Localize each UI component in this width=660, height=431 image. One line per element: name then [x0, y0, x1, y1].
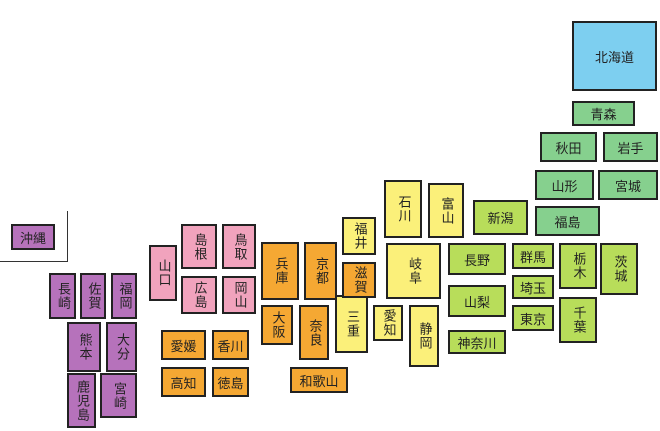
prefecture-tile: 青森: [572, 101, 635, 126]
prefecture-tile: 静岡: [409, 305, 439, 367]
prefecture-label: 徳島: [217, 376, 244, 392]
prefecture-tile: 鳥取: [222, 224, 256, 269]
prefecture-label: 秋田: [555, 141, 582, 157]
prefecture-label: 東京: [519, 312, 546, 328]
prefecture-label: 沖縄: [19, 231, 46, 247]
prefecture-tile: 和歌山: [290, 367, 348, 393]
prefecture-tile: 奈良: [299, 305, 329, 360]
prefecture-label: 奈良: [306, 318, 322, 347]
prefecture-label: 岩手: [617, 141, 644, 157]
prefecture-label: 静岡: [416, 322, 432, 350]
prefecture-tile: 岩手: [603, 132, 658, 162]
prefecture-tile: 秋田: [540, 132, 597, 162]
prefecture-tile: 山梨: [448, 285, 506, 317]
prefecture-tile: 神奈川: [448, 330, 506, 354]
prefecture-label: 福岡: [116, 282, 132, 310]
prefecture-label: 新潟: [487, 212, 514, 227]
prefecture-tile: 沖縄: [11, 224, 55, 250]
prefecture-label: 山口: [155, 259, 171, 287]
prefecture-tile: 兵庫: [261, 242, 299, 300]
prefecture-label: 群馬: [519, 250, 546, 266]
prefecture-tile: 愛媛: [161, 330, 206, 360]
prefecture-label: 神奈川: [457, 336, 497, 352]
prefecture-tile: 福島: [535, 206, 600, 236]
prefecture-tile: 岡山: [222, 276, 256, 314]
prefecture-label: 高知: [170, 376, 197, 392]
prefecture-label: 石川: [395, 195, 411, 223]
prefecture-tile: 香川: [212, 330, 249, 360]
prefecture-tile: 岐阜: [386, 243, 441, 299]
prefecture-label: 千葉: [570, 306, 586, 334]
prefecture-label: 佐賀: [85, 282, 101, 310]
prefecture-label: 福島: [554, 215, 581, 231]
prefecture-label: 長崎: [55, 282, 70, 310]
prefecture-label: 香川: [217, 339, 244, 355]
prefecture-label: 山形: [551, 179, 578, 195]
prefecture-tile: 石川: [384, 180, 422, 238]
prefecture-label: 滋賀: [351, 266, 367, 294]
prefecture-label: 鹿児島: [74, 379, 89, 422]
prefecture-label: 広島: [191, 281, 207, 309]
prefecture-label: 栃木: [570, 252, 586, 280]
prefecture-tile: 山口: [149, 245, 177, 301]
prefecture-tile: 宮城: [598, 170, 658, 200]
prefecture-tile: 新潟: [473, 200, 528, 235]
prefecture-tile: 京都: [304, 242, 337, 300]
prefecture-label: 埼玉: [519, 281, 546, 297]
prefecture-tile: 東京: [512, 305, 554, 331]
prefecture-tile: 長野: [448, 243, 506, 275]
prefecture-label: 岡山: [231, 281, 247, 309]
prefecture-label: 三重: [344, 310, 359, 338]
prefecture-label: 長野: [463, 253, 490, 269]
prefecture-label: 京都: [313, 257, 328, 285]
prefecture-tile: 長崎: [49, 273, 76, 319]
prefecture-label: 岐阜: [406, 257, 421, 285]
prefecture-tile: 栃木: [559, 243, 597, 289]
prefecture-tile: 徳島: [212, 367, 249, 397]
prefecture-label: 兵庫: [272, 257, 288, 285]
prefecture-tile: 千葉: [559, 297, 597, 343]
prefecture-label: 宮城: [614, 179, 641, 195]
prefecture-tile: 大阪: [261, 305, 293, 345]
prefecture-label: 宮崎: [111, 381, 126, 410]
prefecture-label: 山梨: [463, 295, 490, 311]
prefecture-tile: 滋賀: [342, 262, 376, 298]
prefecture-tile: 北海道: [572, 21, 657, 91]
prefecture-label: 大分: [114, 333, 129, 361]
prefecture-tile: 広島: [181, 276, 217, 314]
prefecture-label: 和歌山: [299, 374, 339, 390]
prefecture-tile: 島根: [181, 224, 217, 269]
prefecture-tile: 茨城: [600, 243, 638, 295]
prefecture-label: 茨城: [611, 255, 627, 283]
prefecture-tile: 鹿児島: [67, 373, 96, 428]
prefecture-tile: 群馬: [512, 243, 554, 269]
prefecture-tile: 山形: [535, 170, 594, 200]
prefecture-label: 愛媛: [170, 339, 197, 355]
prefecture-label: 北海道: [594, 50, 634, 66]
prefecture-tile: 宮崎: [100, 373, 137, 418]
prefecture-label: 愛知: [380, 309, 396, 337]
prefecture-label: 富山: [438, 196, 454, 225]
prefecture-label: 大阪: [269, 311, 285, 339]
prefecture-label: 熊本: [76, 333, 92, 361]
prefecture-tile: 富山: [428, 183, 464, 238]
prefecture-tile: 愛知: [373, 305, 403, 341]
prefecture-tile: 高知: [161, 367, 206, 397]
prefecture-tile: 大分: [106, 322, 137, 372]
prefecture-label: 福井: [351, 222, 367, 250]
prefecture-label: 鳥取: [231, 232, 247, 261]
prefecture-tile: 三重: [335, 295, 368, 353]
prefecture-tile: 福岡: [111, 273, 137, 319]
prefecture-tile: 埼玉: [512, 275, 554, 299]
prefecture-label: 青森: [590, 108, 617, 123]
prefecture-tile: 佐賀: [80, 273, 106, 319]
prefecture-label: 島根: [191, 232, 207, 261]
prefecture-tile: 熊本: [67, 322, 101, 372]
okinawa-separator: [0, 211, 68, 262]
prefecture-tile: 福井: [342, 217, 376, 255]
